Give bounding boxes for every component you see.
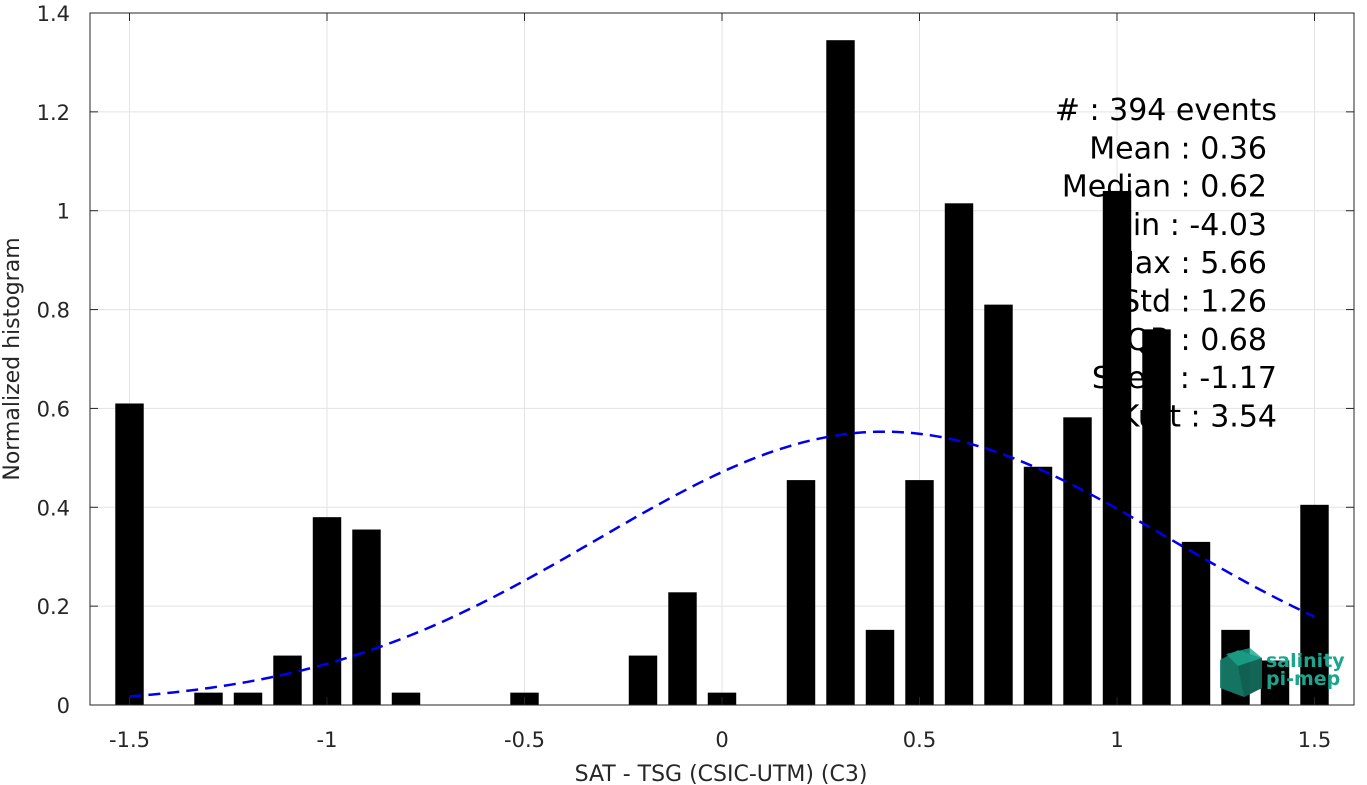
y-tick-label-6: 1.2: [37, 101, 70, 125]
stat-line-4: Max : 5.66: [1109, 246, 1267, 281]
y-tick-label-7: 1.4: [37, 2, 70, 26]
y-tick-label-2: 0.4: [37, 496, 70, 520]
gaussian-fit-curve: [129, 430, 1316, 698]
bar-27: [1181, 541, 1211, 705]
bar-23: [1023, 466, 1053, 705]
bar-2: [194, 692, 223, 705]
salinity-pimep-logo: salinity pi-mep: [1220, 648, 1345, 697]
bar-24: [1063, 417, 1092, 705]
bar-0: [115, 403, 144, 705]
histogram-bars: [115, 40, 1329, 706]
bar-29: [1260, 660, 1290, 705]
y-tick-label-4: 0.8: [37, 299, 70, 323]
stat-line-6: IQR : 0.68: [1118, 323, 1267, 358]
x-tick-label-5: 1: [1110, 728, 1123, 752]
stat-line-3: Min : -4.03: [1107, 208, 1267, 243]
y-tick-label-5: 1: [57, 200, 70, 224]
x-axis-label: SAT - TSG (CSIC-UTM) (C3): [575, 762, 868, 785]
x-tick-label-2: -0.5: [504, 728, 545, 752]
y-tick-labels: 0 0.2 0.4 0.6 0.8 1 1.2 1.4: [37, 2, 70, 718]
x-tick-label-1: -1: [317, 728, 338, 752]
axis-ticks: [90, 12, 1354, 706]
stat-line-8: Kurt : 3.54: [1120, 399, 1277, 434]
bar-17: [786, 480, 816, 705]
logo-line-1: salinity: [1266, 650, 1345, 672]
bar-4: [273, 655, 302, 705]
bar-14: [668, 592, 697, 705]
stat-line-2: Median : 0.62: [1062, 170, 1267, 205]
y-tick-label-1: 0.2: [37, 595, 70, 619]
logo-line-2: pi-mep: [1266, 668, 1340, 690]
bar-19: [865, 629, 895, 705]
bar-7: [391, 692, 421, 705]
stat-line-1: Mean : 0.36: [1089, 131, 1267, 166]
logo-cube-icon: [1220, 648, 1262, 697]
bar-13: [628, 655, 658, 705]
bar-18: [826, 40, 855, 705]
stat-line-7: Skew : -1.17: [1092, 361, 1277, 396]
y-tick-label-0: 0: [57, 694, 70, 718]
stat-line-5: Std : 1.26: [1121, 285, 1267, 320]
stat-line-0: # : 394 events: [1055, 93, 1277, 128]
x-tick-labels: -1.5 -1 -0.5 0 0.5 1 1.5: [109, 728, 1331, 752]
y-tick-label-3: 0.6: [37, 397, 70, 421]
x-tick-label-3: 0: [715, 728, 728, 752]
bar-6: [352, 529, 381, 705]
x-tick-label-6: 1.5: [1298, 728, 1331, 752]
bar-21: [944, 203, 974, 706]
y-axis-label: Normalized histogram: [0, 237, 25, 480]
bar-20: [905, 480, 934, 705]
bar-3: [233, 692, 263, 705]
bar-30: [1300, 504, 1329, 705]
bar-25: [1102, 190, 1132, 705]
x-tick-label-0: -1.5: [109, 728, 150, 752]
bar-22: [984, 304, 1013, 705]
x-tick-label-4: 0.5: [903, 728, 936, 752]
bar-5: [312, 517, 342, 705]
bar-26: [1142, 329, 1171, 705]
